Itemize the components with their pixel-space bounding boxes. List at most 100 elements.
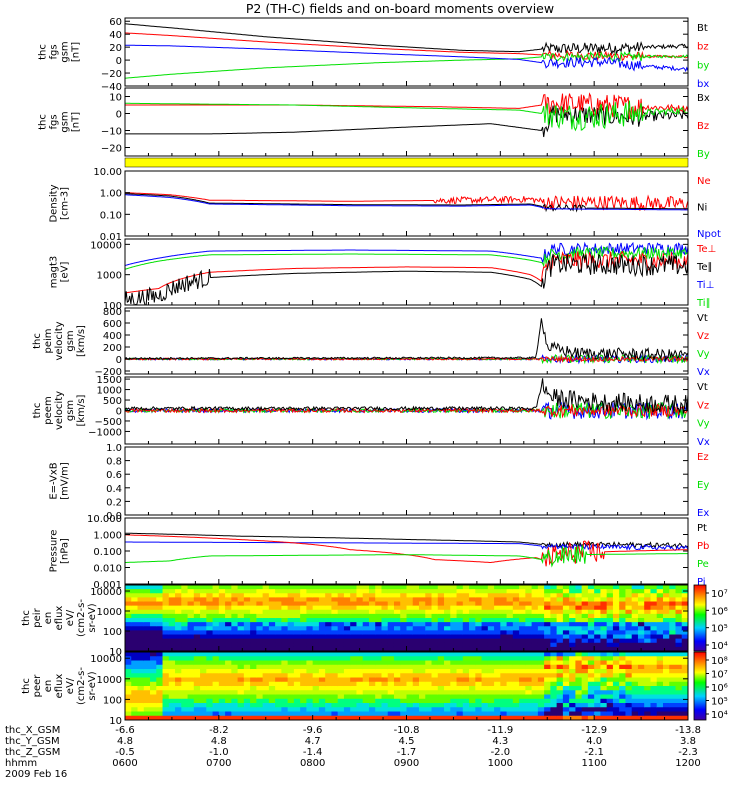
heat-cell [606,715,614,720]
heat-cell [525,711,533,717]
legend-peim_velocity-Vt: Vt [697,313,708,324]
heat-cell [181,646,189,651]
heat-cell [500,634,508,640]
heat-cell [637,698,645,704]
heat-cell [143,686,151,691]
heat-cell [262,601,270,607]
heat-cell [544,601,551,607]
heat-cell [250,669,257,674]
heat-cell [656,690,664,696]
heat-cell [544,618,551,623]
heat-cell [456,652,464,657]
ytick-label: 1.00 [100,189,122,200]
row-value-1: 4.8 [211,736,227,747]
heat-cell [262,593,270,598]
heat-cell [500,698,508,704]
heat-cell [406,609,414,615]
heat-cell [381,652,389,657]
heat-cell [300,630,308,636]
heat-cell [193,677,201,683]
heat-cell [675,660,683,666]
heat-cell [243,618,251,623]
heat-cell [556,589,564,594]
heat-cell [350,703,358,708]
heat-cell [475,589,483,594]
heat-cell [462,669,470,674]
heat-cell [181,593,189,598]
heat-cell [544,690,551,696]
heat-cell [393,622,401,627]
heat-cell [400,656,408,662]
heat-cell [287,669,295,674]
heat-cell [275,626,282,631]
heat-cell [481,585,489,590]
heat-cell [669,585,677,590]
heat-cell [594,656,602,662]
heat-cell [662,652,670,657]
heat-cell [650,656,658,662]
heat-cell [550,690,558,696]
heat-cell [156,638,164,644]
heat-cell [168,664,176,670]
heat-cell [619,690,627,696]
heat-cell [569,711,576,717]
heat-cell [575,652,583,657]
heat-cell [281,642,289,648]
heat-cell [131,707,139,713]
heat-cell [594,622,602,627]
ytick-label: 0.010 [93,564,122,575]
heat-cell [656,613,664,619]
heat-cell [656,597,664,603]
heat-cell [494,613,501,619]
heat-cell [437,690,445,696]
heat-cell [125,609,132,615]
heat-cell [675,601,683,607]
heat-cell [544,597,551,603]
heat-cell [494,690,501,696]
heat-cell [569,593,576,598]
heat-cell [569,630,576,636]
heat-cell [275,642,282,648]
heat-cell [168,630,176,636]
heat-cell [425,652,433,657]
heat-cell [175,673,182,679]
heat-cell [193,694,201,700]
heat-cell [181,686,189,691]
heat-cell [550,669,558,674]
heat-cell [168,593,176,598]
heat-cell [231,698,239,704]
heat-cell [469,711,476,717]
heat-cell [662,597,670,603]
row-value-1: 4.7 [305,736,321,747]
heat-cell [400,634,408,640]
heat-cell [212,626,220,631]
heat-cell [450,677,458,683]
heat-cell [650,694,658,700]
heat-cell [656,642,664,648]
heat-cell [581,652,589,657]
heat-cell [575,634,583,640]
heat-cell [406,694,414,700]
heat-cell [387,638,395,644]
heat-cell [412,707,420,713]
heat-cell [231,630,239,636]
heat-cell [331,593,339,598]
heat-cell [275,589,282,594]
heat-cell [569,686,576,691]
heat-cell [281,677,289,683]
heat-cell [444,669,451,674]
heat-cell [419,686,426,691]
heat-cell [312,585,320,590]
heat-cell [393,630,401,636]
heat-cell [268,698,276,704]
heat-cell [256,669,264,674]
heat-cell [156,601,164,607]
heat-cell [156,711,164,717]
heat-cell [469,673,476,679]
heat-cell [462,703,470,708]
row-value-3: 0700 [206,758,231,769]
heat-cell [350,681,358,687]
legend-peim_velocity-Vx: Vx [697,367,710,378]
heat-cell [162,593,170,598]
